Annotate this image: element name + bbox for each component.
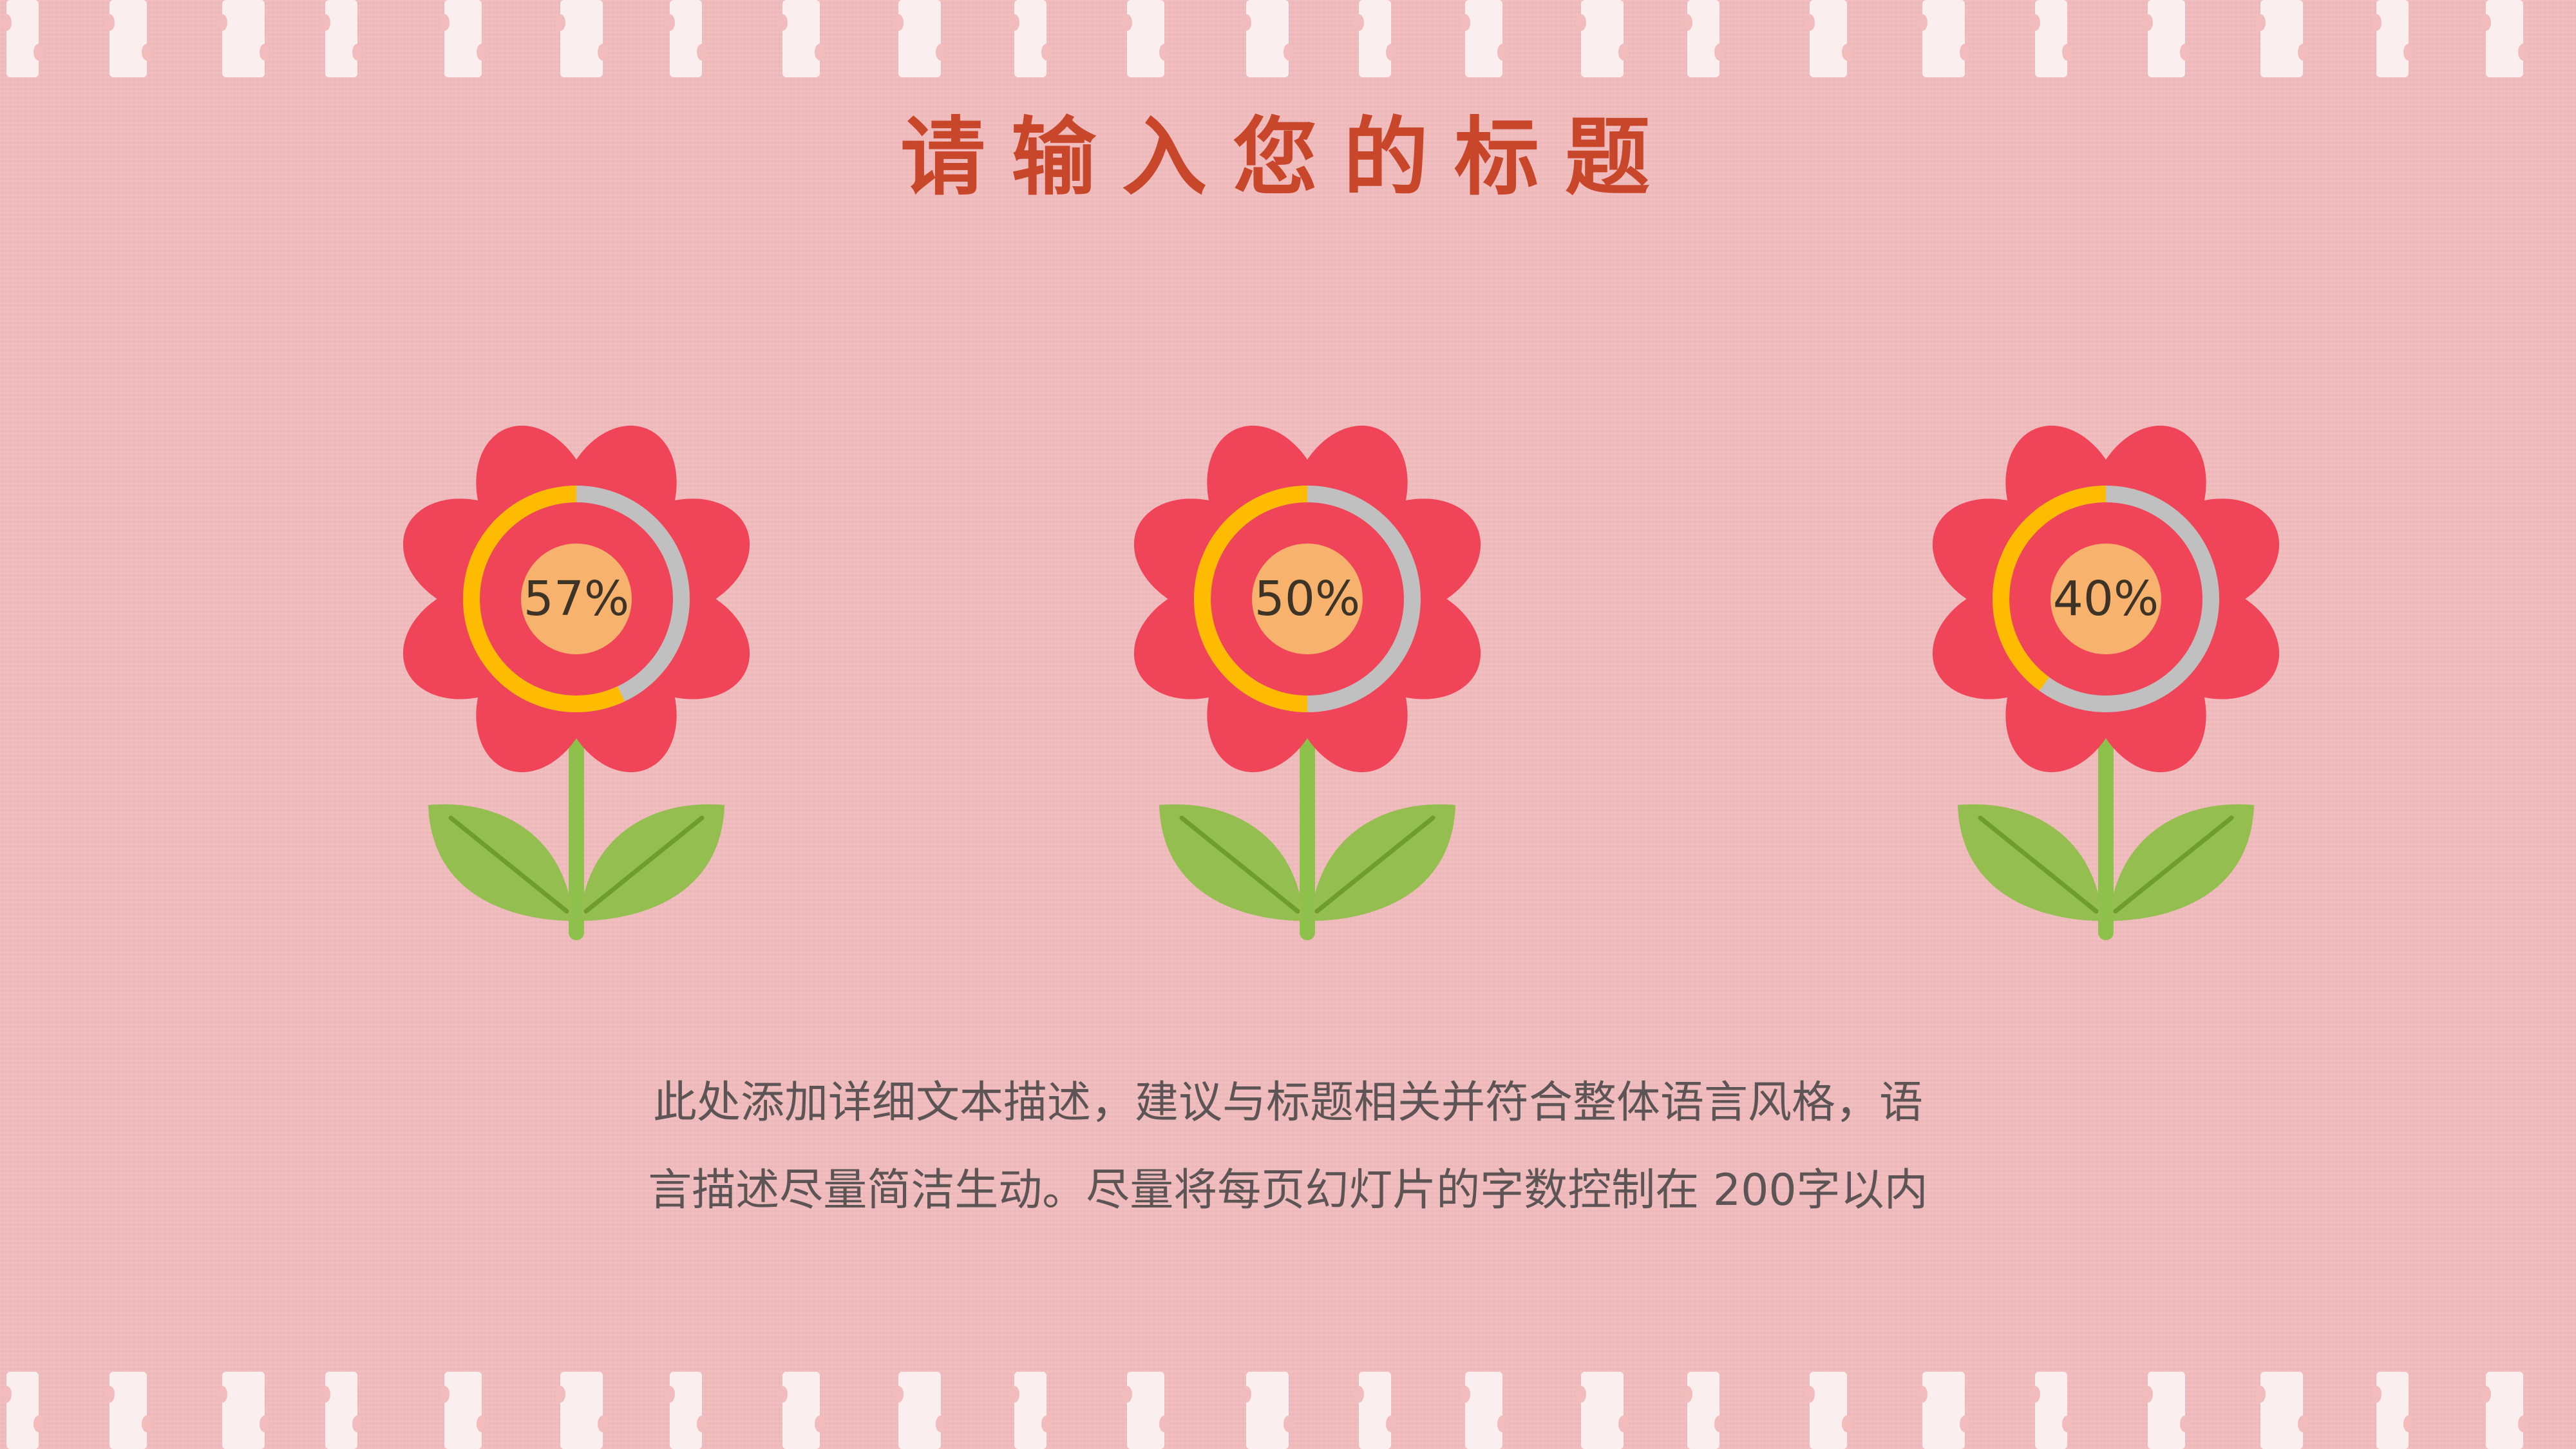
decor-stripe [1460,0,1508,77]
decor-stripe [2143,0,2190,77]
leaf-right [580,804,724,921]
decor-stripe [1122,1372,1170,1449]
decor-stripe [1354,0,1396,77]
decor-stripe [1682,1372,1725,1449]
decor-stripe [665,0,707,77]
progress-ring-fill [463,486,690,712]
leaf-vein [448,815,569,914]
decor-stripe [320,0,363,77]
decor-stripe [1917,0,1970,77]
decor-stripe [1,0,44,77]
flower-center [1252,544,1363,654]
progress-ring-fill [1993,486,2219,712]
decor-stripe [1009,0,1052,77]
bottom-stripe-border [0,1372,2576,1449]
decor-stripe [1576,1372,1629,1449]
decor-stripe [1682,0,1725,77]
decor-stripe [1460,1372,1508,1449]
leaf-left [1958,804,2103,921]
flower-center [521,544,632,654]
decor-stripe [2143,1372,2190,1449]
leaf-vein [2113,815,2234,914]
decor-stripe [1,1372,44,1449]
flower-1: 57% [374,393,779,972]
description-line-2: 言描述尽量简洁生动。尽量将每页幻灯片的字数控制在 200字以内 [648,1165,1928,1216]
decor-stripe [555,1372,608,1449]
leaf-left [1159,804,1304,921]
leaf-vein [583,815,705,914]
decor-stripe [1009,1372,1052,1449]
decor-stripe [2371,0,2414,77]
decor-stripe [893,0,946,77]
decor-stripe [217,0,270,77]
decor-stripe [2371,1372,2414,1449]
decor-stripe [104,0,152,77]
decor-stripe [1917,1372,1970,1449]
decor-stripe [777,0,825,77]
flower-percent-label: 40% [2052,571,2159,627]
leaf-vein [1978,815,2099,914]
decor-stripe [2481,0,2528,77]
decor-stripe [2255,1372,2308,1449]
description-text: 此处添加详细文本描述，建议与标题相关并符合整体语言风格，语 言描述尽量简洁生动。… [567,1059,2009,1235]
decor-stripe [2030,0,2072,77]
decor-stripe [777,1372,825,1449]
flower-3: 40% [1903,393,2309,972]
flower-graphic [1932,425,2280,940]
flower-2: 50% [1104,393,1510,972]
progress-ring-fill [1194,486,1421,712]
flower-graphic [402,425,750,940]
decor-stripe [439,0,487,77]
decor-stripe [1804,1372,1852,1449]
flower-graphic [1133,425,1481,940]
decor-stripe [2030,1372,2072,1449]
decor-stripe [2481,1372,2528,1449]
decor-stripe [1576,0,1629,77]
flower-center [2050,544,2161,654]
decor-stripe [665,1372,707,1449]
leaf-left [428,804,573,921]
leaf-right [2109,804,2254,921]
decor-stripe [1122,0,1170,77]
decor-stripe [217,1372,270,1449]
top-stripe-border [0,0,2576,77]
leaf-vein [1179,815,1300,914]
leaf-right [1311,804,1455,921]
flower-percent-label: 50% [1254,571,1361,627]
decor-stripe [104,1372,152,1449]
description-line-1: 此处添加详细文本描述，建议与标题相关并符合整体语言风格，语 [652,1077,1923,1128]
decor-stripe [1241,0,1294,77]
decor-stripe [893,1372,946,1449]
decor-stripe [439,1372,487,1449]
slide-title: 请输入您的标题 [900,108,1676,207]
decor-stripe [1354,1372,1396,1449]
decor-stripe [555,0,608,77]
decor-stripe [320,1372,363,1449]
leaf-vein [1314,815,1435,914]
decor-stripe [1241,1372,1294,1449]
decor-stripe [2255,0,2308,77]
decor-stripe [1804,0,1852,77]
flower-percent-label: 57% [523,571,630,627]
